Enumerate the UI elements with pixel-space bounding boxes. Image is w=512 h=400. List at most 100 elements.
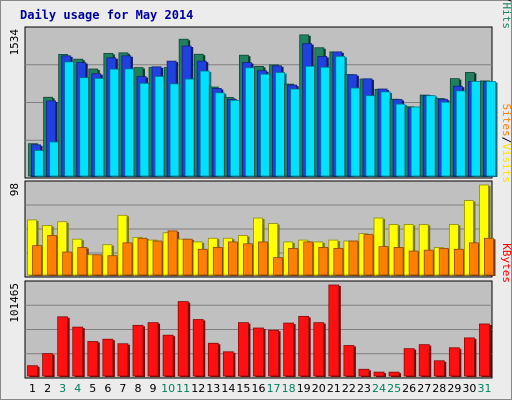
bar-pages-pages-day-20-body — [320, 66, 331, 177]
bar-kbytes-kbytes-day-14-body — [222, 351, 234, 377]
bar-kbytes-kbytes-day-22-body — [343, 345, 355, 377]
bar-visits-sites-day-14-body — [227, 241, 238, 276]
bar-kbytes-kbytes-day-1 — [27, 365, 40, 377]
bar-visits-sites-day-1-body — [32, 245, 42, 276]
bar-pages-pages-day-18-body — [290, 88, 301, 177]
bar-visits-visits-day-3 — [57, 221, 69, 276]
bar-visits-sites-day-11 — [182, 238, 195, 276]
x-tick-label-day-25: 25 — [387, 382, 401, 395]
bar-visits-visits-day-26-body — [403, 224, 414, 276]
bar-visits-sites-day-22-body — [348, 240, 359, 276]
bar-visits-sites-day-21 — [333, 247, 345, 276]
bar-kbytes-kbytes-day-14 — [222, 351, 236, 377]
bar-visits-sites-day-6 — [107, 255, 119, 276]
x-tick-label-day-4: 4 — [74, 382, 81, 395]
bar-visits-visits-day-27-body — [418, 224, 429, 276]
bar-kbytes-kbytes-day-6 — [102, 338, 115, 377]
panel-kbytes: 101465 KBytes — [8, 243, 512, 379]
x-tick-label-day-21: 21 — [327, 382, 341, 395]
bar-kbytes-kbytes-day-10-body — [162, 334, 174, 377]
bar-pages-pages-day-26-body — [410, 106, 421, 177]
bar-visits-sites-day-18-body — [288, 247, 299, 276]
bar-visits-sites-day-10-body — [167, 230, 178, 276]
bar-visits-sites-day-22 — [348, 240, 360, 276]
bar-pages-pages-day-30-body — [471, 81, 481, 177]
bar-kbytes-kbytes-day-24-body — [373, 371, 385, 377]
bar-visits-sites-day-7 — [122, 242, 134, 276]
bar-kbytes-kbytes-day-5-body — [87, 341, 99, 377]
bar-kbytes-kbytes-day-19-body — [298, 315, 310, 377]
x-tick-label-day-12: 12 — [191, 382, 205, 395]
bar-visits-sites-day-16 — [258, 241, 270, 276]
bar-kbytes-kbytes-day-29 — [448, 347, 462, 377]
bar-kbytes-kbytes-day-13 — [207, 342, 221, 377]
bar-pages-pages-day-25-body — [395, 103, 406, 177]
bar-pages-pages-day-9-body — [154, 76, 165, 177]
bar-pages-pages-day-13-body — [214, 92, 225, 177]
x-tick-label-day-26: 26 — [402, 382, 416, 395]
x-tick-label-day-10: 10 — [161, 382, 175, 395]
x-tick-label-day-13: 13 — [206, 382, 220, 395]
x-tick-label-day-3: 3 — [59, 382, 66, 395]
bar-kbytes-kbytes-day-23 — [358, 368, 371, 377]
bar-visits-sites-day-1 — [32, 245, 44, 276]
x-tick-label-day-24: 24 — [372, 382, 386, 395]
x-tick-label-day-1: 1 — [29, 382, 36, 395]
x-tick-label-day-31: 31 — [477, 382, 491, 395]
bar-visits-sites-day-19 — [303, 241, 315, 276]
bar-kbytes-kbytes-day-23-body — [358, 368, 370, 377]
bar-pages-pages-day-14-body — [229, 99, 240, 177]
bar-visits-sites-day-28 — [438, 247, 451, 276]
bar-kbytes-kbytes-day-18 — [283, 322, 296, 377]
bar-pages-pages-day-27-body — [425, 95, 436, 177]
bar-visits-sites-day-16-body — [258, 241, 268, 276]
bar-kbytes-kbytes-day-27-body — [418, 344, 430, 377]
bar-kbytes-kbytes-day-17 — [268, 329, 281, 377]
bar-visits-sites-day-23 — [363, 234, 375, 276]
bar-pages-pages-day-6-body — [109, 68, 120, 177]
bar-visits-sites-day-15-body — [243, 243, 253, 276]
bar-visits-sites-day-12 — [197, 248, 210, 276]
bar-kbytes-kbytes-day-13-body — [207, 342, 219, 377]
bar-pages-pages-day-4-body — [79, 77, 90, 177]
bar-visits-sites-day-20 — [318, 247, 330, 276]
bar-kbytes-kbytes-day-26-body — [403, 348, 415, 377]
bar-visits-sites-day-3 — [62, 251, 74, 276]
bar-visits-sites-day-17-body — [273, 257, 283, 276]
panel-kbytes-legend: KBytes — [500, 243, 512, 283]
bar-visits-sites-day-8-body — [137, 237, 148, 276]
x-tick-label-day-8: 8 — [134, 382, 141, 395]
bar-visits-sites-day-24-body — [378, 246, 389, 276]
bar-visits-sites-day-17 — [273, 257, 285, 276]
legend-part-visits: Visits — [500, 143, 512, 183]
bar-kbytes-kbytes-day-6-body — [102, 338, 114, 377]
bar-visits-sites-day-8 — [137, 237, 149, 276]
bar-visits-visits-day-17 — [268, 223, 280, 276]
bar-kbytes-kbytes-day-25 — [388, 371, 402, 377]
bar-pages-pages-day-8-body — [139, 82, 150, 177]
legend-part-sites: Sites — [500, 104, 512, 137]
bar-kbytes-kbytes-day-31-body — [479, 323, 490, 377]
bar-kbytes-kbytes-day-5 — [87, 341, 100, 377]
bar-visits-sites-day-6-body — [107, 255, 118, 276]
bar-kbytes-kbytes-day-30 — [464, 337, 477, 377]
bar-visits-sites-day-4-body — [77, 247, 88, 276]
bar-kbytes-kbytes-day-7-body — [117, 343, 129, 377]
bar-visits-visits-day-31-body — [479, 184, 489, 276]
bar-kbytes-kbytes-day-4 — [72, 326, 85, 377]
panel-pages-ymax-label: 1534 — [8, 29, 21, 56]
bar-visits-sites-day-15 — [243, 243, 255, 276]
x-tick-label-day-16: 16 — [252, 382, 266, 395]
bar-visits-sites-day-2-body — [47, 235, 57, 276]
bar-visits-sites-day-3-body — [62, 251, 73, 276]
bar-visits-sites-day-7-body — [122, 242, 133, 276]
bar-kbytes-kbytes-day-10 — [162, 334, 176, 377]
bar-pages-pages-day-12-body — [199, 70, 210, 177]
bar-visits-sites-day-13 — [212, 247, 225, 276]
bar-visits-sites-day-27 — [423, 249, 436, 276]
bar-pages-pages-day-16-body — [260, 73, 270, 177]
panel-pages: 1534 Pages/Files/Hits — [8, 0, 512, 179]
bar-kbytes-kbytes-day-16-body — [253, 327, 264, 377]
panel-pages-legend: Pages/Files/Hits — [500, 0, 512, 29]
bar-kbytes-kbytes-day-8 — [132, 324, 145, 377]
